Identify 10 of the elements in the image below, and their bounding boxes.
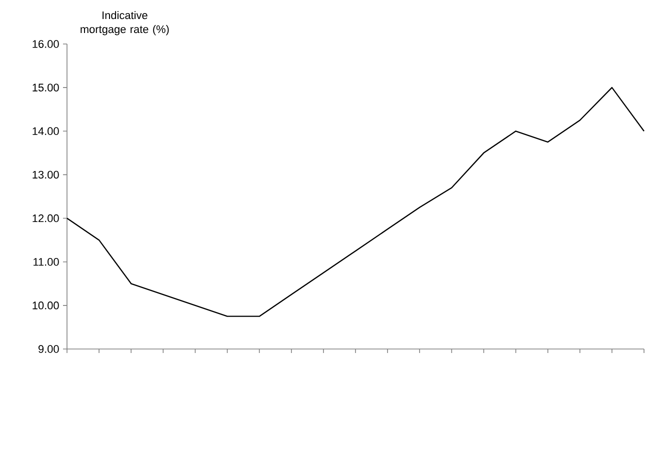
y-tick-label: 11.00 <box>34 258 59 266</box>
y-tick-label: 10.00 <box>32 302 59 310</box>
y-tick-label: 16.00 <box>32 40 59 48</box>
y-axis-title: Indicative mortgage rate (%) <box>80 11 169 36</box>
y-tick-label: 14.00 <box>32 127 59 136</box>
y-tick-label: 12.00 <box>32 214 59 222</box>
y-tick-label: 13.00 <box>32 170 59 179</box>
line-series <box>66 86 645 317</box>
y-tick-label: 15.00 <box>32 84 59 92</box>
y-tick-label: 9.00 <box>38 345 59 353</box>
